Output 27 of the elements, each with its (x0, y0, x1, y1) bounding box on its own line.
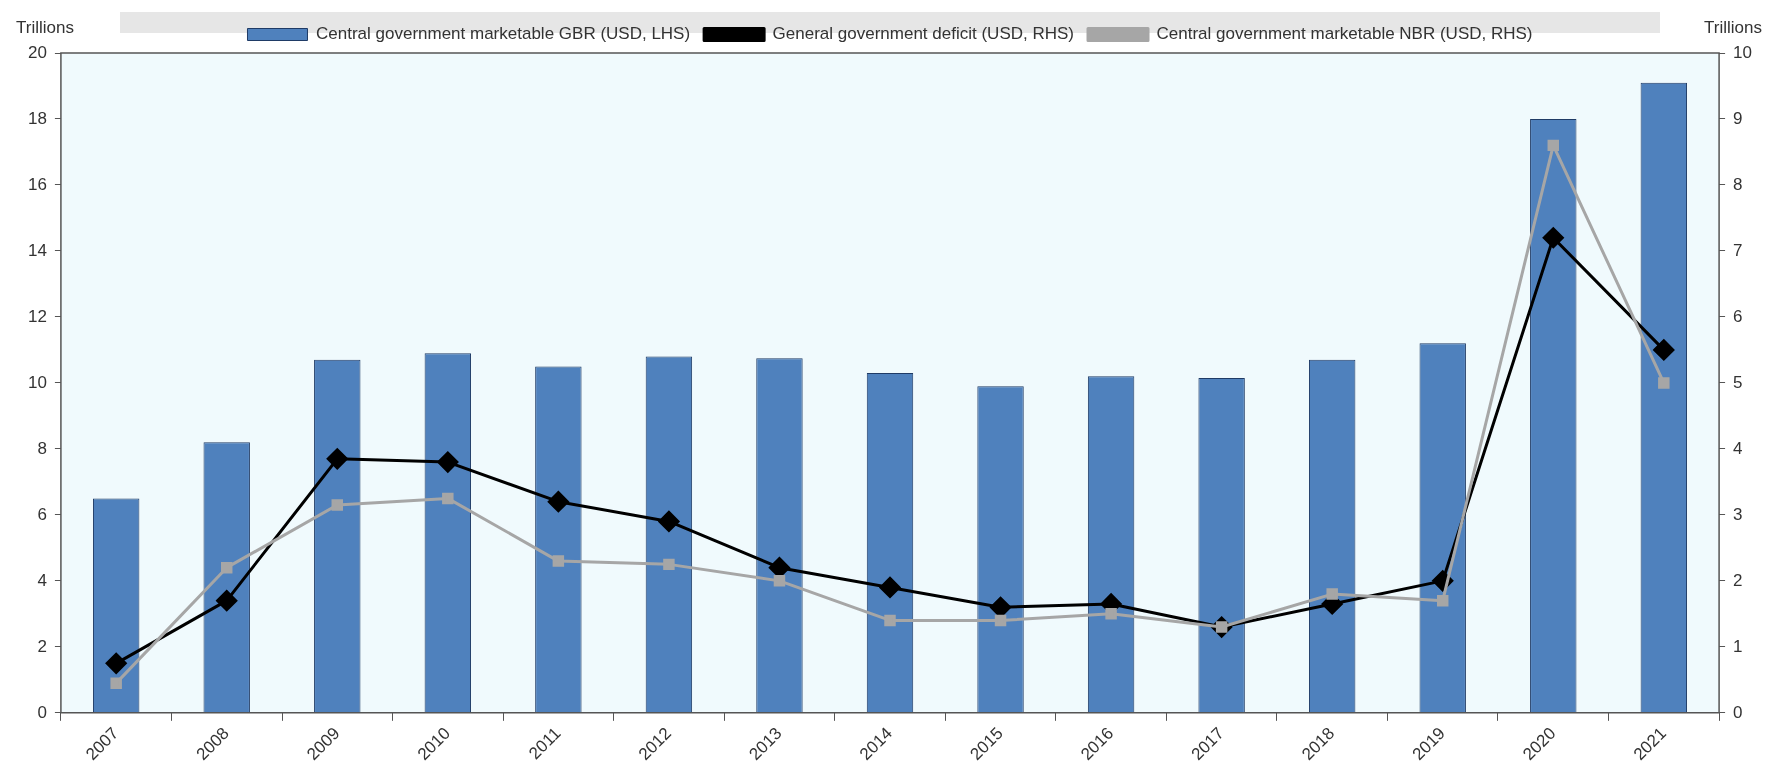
y-tick-label: 20 (27, 42, 47, 62)
y2-tick-label: 7 (1733, 240, 1743, 260)
y2-tick-label: 1 (1733, 636, 1743, 656)
y-tick-label: 8 (37, 438, 47, 458)
legend-label: Central government marketable NBR (USD, RHS) (1156, 24, 1533, 44)
y2-tick-label: 0 (1733, 702, 1743, 722)
legend-label: Central government marketable GBR (USD, LHS) (315, 24, 691, 44)
y-axis-title: Trillions (16, 18, 74, 38)
y-tick-label: 0 (37, 702, 47, 722)
y-tick-label: 18 (27, 108, 47, 128)
y-tick-label: 4 (37, 570, 47, 590)
y2-axis-title: Trillions (1704, 18, 1762, 38)
y2-tick-label: 5 (1733, 372, 1743, 392)
y2-tick-label: 3 (1733, 504, 1743, 524)
y-tick-label: 14 (27, 240, 47, 260)
y-tick-label: 12 (27, 306, 47, 326)
y2-tick-label: 10 (1733, 42, 1753, 62)
y2-tick-label: 4 (1733, 438, 1743, 458)
y2-tick-label: 6 (1733, 306, 1743, 326)
y2-tick-label: 9 (1733, 108, 1743, 128)
y2-tick-label: 8 (1733, 174, 1743, 194)
y-tick-label: 6 (37, 504, 47, 524)
legend-label: General government deficit (USD, RHS) (772, 24, 1075, 44)
y-tick-label: 16 (27, 174, 47, 194)
y2-tick-label: 2 (1733, 570, 1743, 590)
y-tick-label: 10 (27, 372, 47, 392)
y-tick-label: 2 (37, 636, 47, 656)
